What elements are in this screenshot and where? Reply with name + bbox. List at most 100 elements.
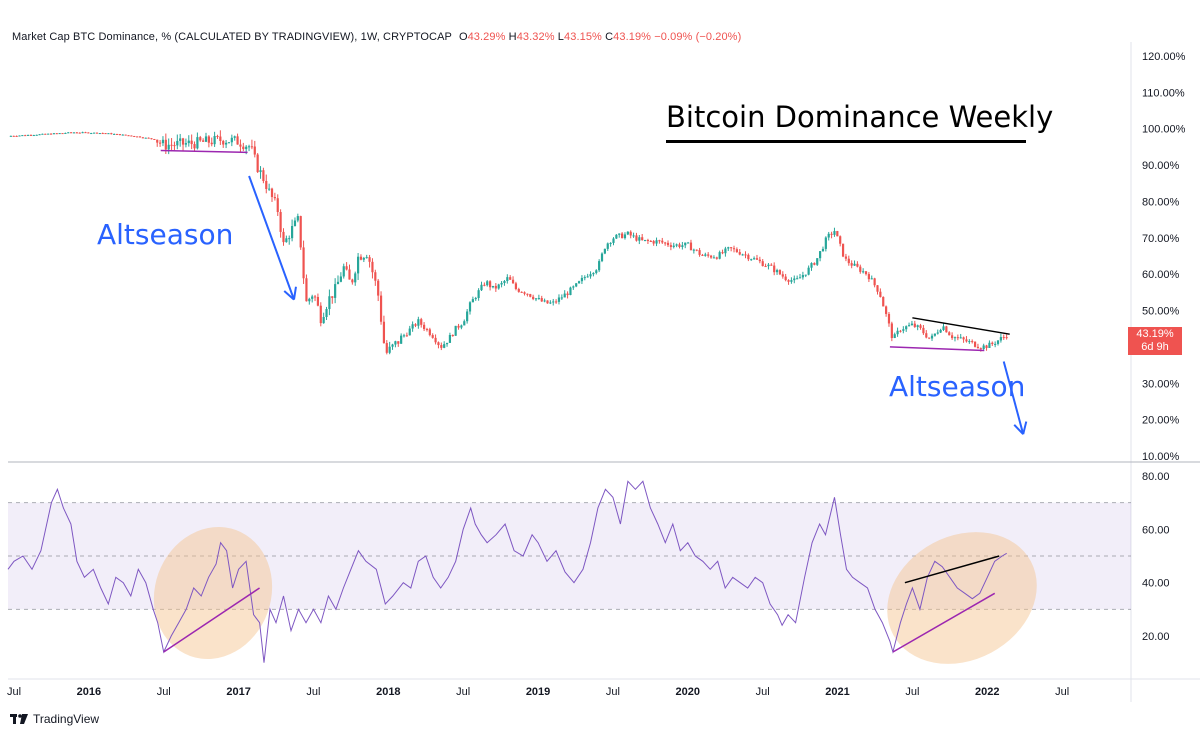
- candle-body: [204, 136, 208, 142]
- candle-body: [913, 323, 916, 327]
- candle-body: [930, 335, 934, 339]
- candle-body: [572, 286, 575, 288]
- candle-body: [724, 248, 727, 254]
- candle-body: [282, 231, 285, 243]
- candle-body: [514, 283, 518, 290]
- candle-body: [365, 257, 368, 259]
- price-tick-label: 80.00%: [1142, 196, 1180, 208]
- chart-title: Bitcoin Dominance Weekly: [666, 100, 1054, 134]
- candle-body: [523, 292, 526, 294]
- low-label: L: [557, 31, 565, 43]
- candle-body: [58, 133, 61, 135]
- candle-body: [216, 135, 219, 137]
- candle-body: [534, 298, 538, 300]
- candle-body: [841, 243, 845, 257]
- open-label: O: [458, 31, 468, 43]
- candle-body: [890, 323, 893, 339]
- candle-body: [959, 337, 962, 339]
- candle-body: [150, 138, 153, 140]
- candle-body: [598, 261, 601, 271]
- candle-body: [296, 216, 299, 221]
- candle-body: [907, 325, 911, 327]
- candle-body: [276, 198, 279, 213]
- candle-body: [896, 330, 899, 335]
- candle-body: [520, 291, 523, 293]
- candle-body: [517, 289, 520, 292]
- tradingview-brand[interactable]: TradingView: [10, 712, 99, 726]
- candle-body: [543, 300, 546, 302]
- candle-body: [973, 341, 977, 347]
- candle-body: [652, 241, 655, 244]
- price-tick-label: 120.00%: [1142, 51, 1186, 63]
- candle-body: [385, 343, 388, 353]
- time-tick-label: 2019: [526, 686, 550, 698]
- candle-body: [982, 345, 985, 349]
- candle-body: [256, 154, 259, 173]
- time-tick-label: Jul: [456, 686, 470, 698]
- candle-body: [925, 333, 928, 338]
- arrow-head: [1013, 424, 1024, 435]
- candle-body: [609, 242, 612, 244]
- candle-body: [176, 140, 179, 146]
- time-tick-label: Jul: [756, 686, 770, 698]
- candle-body: [242, 146, 245, 150]
- candle-body: [49, 133, 53, 135]
- candle-body: [618, 233, 621, 235]
- candle-body: [270, 188, 274, 198]
- candle-body: [629, 231, 632, 236]
- candle-body: [219, 136, 222, 141]
- candle-body: [994, 343, 997, 345]
- candle-body: [666, 242, 670, 246]
- candle-body: [362, 257, 365, 260]
- candle-body: [72, 132, 76, 134]
- price-tick-label: 30.00%: [1142, 378, 1180, 390]
- candle-body: [819, 251, 822, 259]
- arrow-head: [293, 286, 297, 300]
- candle-body: [586, 276, 589, 278]
- close-label: C: [605, 31, 614, 43]
- rsi-divergence-line: [892, 592, 996, 653]
- candle-body: [422, 324, 426, 330]
- candle-body: [537, 298, 540, 300]
- candle-body: [532, 296, 535, 300]
- candle-body: [922, 327, 925, 334]
- altseason-arrow: [248, 175, 295, 300]
- altseason-arrow: [1002, 361, 1025, 435]
- rsi-tick-label: 40.00: [1142, 578, 1170, 590]
- candle-body: [870, 278, 873, 280]
- candle-body: [1002, 337, 1005, 339]
- candle-body: [589, 274, 592, 277]
- candle-body: [712, 257, 716, 259]
- candle-body: [988, 342, 991, 348]
- candle-body: [170, 144, 173, 146]
- trendline: [160, 149, 248, 154]
- price-tick-label: 90.00%: [1142, 160, 1180, 172]
- candle-body: [784, 276, 787, 281]
- candle-body: [770, 264, 773, 266]
- candle-body: [18, 135, 21, 137]
- candle-body: [391, 344, 394, 347]
- candle-body: [833, 231, 836, 235]
- candle-body: [635, 235, 638, 241]
- altseason-label-left: Altseason: [97, 218, 234, 251]
- candle-body: [12, 135, 15, 137]
- candle-body: [379, 295, 383, 322]
- candle-body: [104, 133, 107, 135]
- candle-body: [612, 238, 615, 243]
- candle-body: [35, 134, 38, 136]
- candle-body: [181, 138, 185, 145]
- symbol-text: Market Cap BTC Dominance, % (CALCULATED …: [12, 31, 452, 43]
- candle-body: [876, 285, 879, 292]
- candle-body: [356, 256, 360, 274]
- candle-body: [202, 140, 205, 142]
- candle-body: [425, 329, 429, 331]
- divergence-highlight-right: [887, 532, 1037, 664]
- candle-body: [936, 332, 939, 334]
- candle-body: [968, 341, 971, 343]
- candle-body: [563, 293, 566, 298]
- candle-body: [26, 134, 30, 136]
- price-tick-label: 110.00%: [1142, 87, 1185, 99]
- candle-body: [557, 297, 561, 302]
- candle-body: [342, 266, 345, 277]
